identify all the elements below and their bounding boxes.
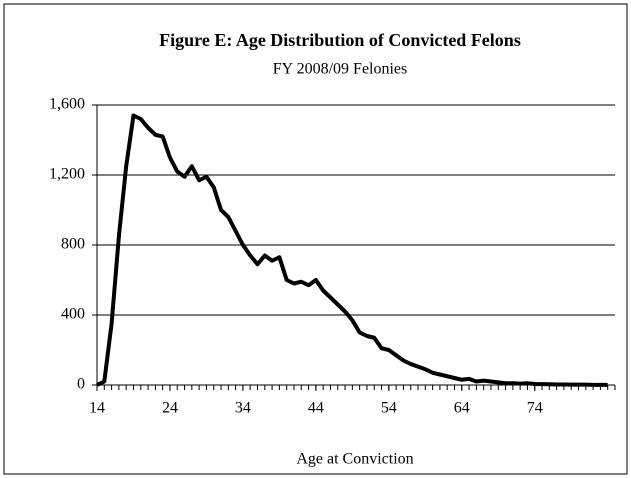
x-tick-label: 64: [454, 400, 470, 417]
x-tick-label: 14: [89, 400, 105, 417]
data-line: [96, 113, 608, 387]
y-tick-label: 0: [77, 376, 85, 393]
x-axis-label: Age at Conviction: [296, 451, 413, 468]
x-tick-label: 54: [381, 400, 397, 417]
x-tick-label: 74: [527, 400, 543, 417]
y-tick-label: 1,200: [49, 166, 85, 183]
x-tick-label: 24: [162, 400, 178, 417]
y-tick-label: 800: [61, 236, 85, 253]
y-tick-label: 1,600: [49, 96, 85, 113]
chart-subtitle: FY 2008/09 Felonies: [273, 61, 408, 78]
y-tick-label: 400: [61, 306, 85, 323]
chart-border: [3, 3, 628, 475]
chart-title: Figure E: Age Distribution of Convicted …: [159, 30, 521, 50]
x-tick-label: 34: [235, 400, 251, 417]
x-tick-label: 44: [308, 400, 324, 417]
